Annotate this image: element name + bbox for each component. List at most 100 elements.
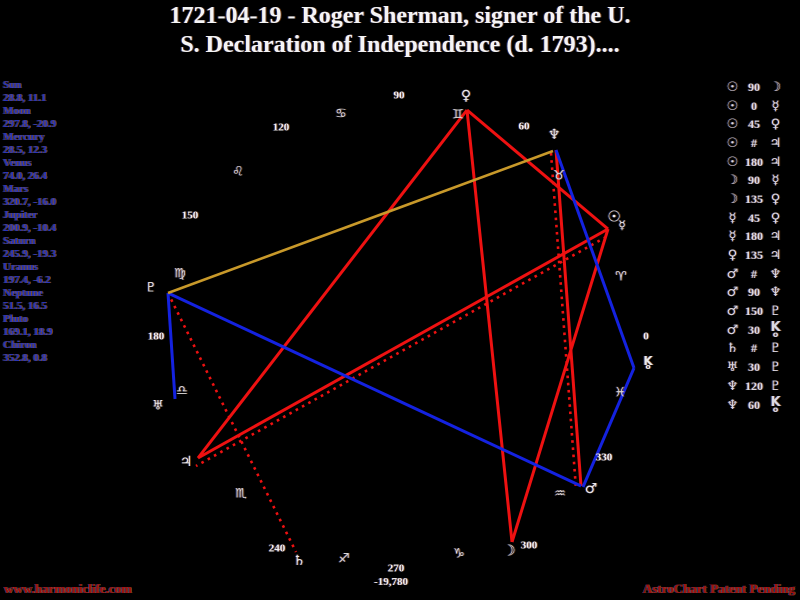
degree-label-0: 0: [643, 330, 649, 343]
sign-glyph-aquarius-icon: ♒: [554, 486, 566, 502]
aspect-value: 45: [748, 210, 760, 225]
aspect-row: ♂ 150 ♇: [725, 302, 799, 321]
planet-name-moon: Moon: [3, 105, 31, 117]
chart-title-line1: 1721-04-19 - Roger Sherman, signer of th…: [169, 3, 631, 29]
sign-glyph-scorpio-icon: ♏: [235, 486, 247, 502]
sign-glyph-taurus-icon: ♉: [553, 168, 565, 184]
planet-name-neptune: Neptune: [3, 287, 43, 299]
aspect-value: #: [751, 135, 757, 150]
aspect-row: ☿ 180 ♃: [725, 228, 799, 247]
degree-label-180: 180: [147, 330, 165, 343]
planet-name-chiron: Chiron: [3, 339, 37, 351]
sign-glyph-aries-icon: ♈: [615, 269, 627, 285]
aspect-value: #: [751, 266, 757, 281]
aspect-planet2-neptune-icon: ♆: [769, 285, 782, 301]
degree-label-270: 270: [387, 562, 405, 575]
planet-value-mars: 320.7, -16.0: [3, 196, 57, 208]
aspect-line-gold: [167, 149, 554, 295]
aspect-value: 180: [745, 229, 763, 244]
aspect-row: ☉ # ♃: [725, 134, 799, 153]
planet-name-pluto: Pluto: [3, 313, 29, 325]
planet-value-pluto: 169.1, 18.9: [3, 326, 53, 338]
aspect-row: ☿ 45 ♀: [725, 209, 799, 228]
aspect-line-red: [196, 109, 469, 459]
planet-value-chiron: 352.8, 0.8: [3, 352, 47, 364]
chiron-k: K: [770, 394, 781, 410]
aspect-planet2-mercury-icon: ☿: [771, 173, 780, 189]
aspect-planet1-sun-icon: ☉: [726, 117, 739, 133]
aspect-line-red-dotted: [166, 292, 298, 553]
planet-value-venus: 74.0, 26.4: [3, 170, 47, 182]
planet-value-neptune: 51.5, 16.5: [3, 300, 47, 312]
aspect-planet2-pluto-icon: ♇: [769, 378, 782, 394]
planet-value-sun: 28.8, 11.1: [3, 92, 47, 104]
aspect-row: ☉ 180 ♃: [725, 153, 799, 172]
chiron-o: o: [772, 404, 779, 414]
aspect-row: ☉ 45 ♀: [725, 115, 799, 134]
planet-glyph-moon-icon: ☽: [502, 541, 516, 560]
aspect-planet2-venus-icon: ♀: [770, 191, 781, 207]
chiron-k: K: [770, 319, 781, 335]
patent-notice: AstroChart Patent Pending: [642, 581, 795, 596]
chart-title-line2: S. Declaration of Independence (d. 1793)…: [180, 32, 620, 58]
aspect-planet2-mercury-icon: ☿: [771, 98, 780, 114]
degree-label-60: 60: [518, 120, 530, 133]
aspect-value: 135: [745, 191, 763, 206]
aspect-row: ♅ 30 ♇: [725, 358, 799, 377]
sign-glyph-cancer-icon: ♋: [335, 106, 347, 122]
planet-name-jupiter: Jupiter: [3, 209, 38, 221]
planet-glyph-uranus-icon: ♅: [152, 398, 164, 414]
website-url: www.harmoniclife.com: [4, 581, 132, 596]
aspect-row: ☉ 90 ☽: [725, 78, 799, 97]
planet-value-mercury: 28.5, 12.3: [3, 144, 47, 156]
aspect-value: 180: [745, 154, 763, 169]
aspect-list: ☉ 90 ☽ ☉ 0 ☿ ☉ 45 ♀ ☉ # ♃ ☉ 180 ♃ ☽ 90 ☿ ☽ 135 ♀ ☿ 45 ♀ ☿ 180 ♃ ♀ 13…: [725, 78, 799, 414]
aspect-value: 30: [748, 322, 760, 337]
aspect-line-red: [510, 228, 610, 543]
degree-label-150: 150: [181, 209, 199, 222]
aspect-value: 45: [748, 117, 760, 132]
aspect-planet1-mercury-icon: ☿: [728, 210, 737, 226]
planet-value-uranus: 197.4, -6.2: [3, 274, 51, 286]
aspect-planet1-moon-icon: ☽: [726, 191, 739, 207]
degree-label-300: 300: [520, 539, 538, 552]
aspect-planet2-pluto-icon: ♇: [769, 341, 782, 357]
planet-glyph-pluto-icon: ♇: [145, 280, 157, 296]
aspect-row: ♂ # ♆: [725, 265, 799, 284]
planet-name-mercury: Mercury: [3, 131, 45, 143]
degree-label-240: 240: [268, 542, 286, 555]
aspect-row: ☽ 135 ♀: [725, 190, 799, 209]
aspect-planet1-uranus-icon: ♅: [726, 360, 739, 376]
sign-glyph-virgo-icon: ♍: [174, 266, 186, 282]
planet-position-list: Sun 28.8, 11.1 Moon 297.8, -20.9 Mercury 28.5…: [3, 79, 56, 365]
aspect-line-blue: [167, 291, 582, 488]
aspect-line-blue: [581, 367, 636, 488]
planet-glyph-saturn-icon: ♄: [292, 553, 306, 569]
aspect-planet2-pluto-icon: ♇: [769, 360, 782, 376]
planet-name-venus: Venus: [3, 157, 32, 169]
aspect-line-red-dotted: [549, 152, 578, 490]
sign-glyph-gemini-icon: ♊: [452, 107, 464, 123]
planet-glyph-jupiter-icon: ♃: [179, 454, 193, 470]
aspect-planet2-moon-icon: ☽: [769, 79, 782, 95]
chiron-o: o: [645, 362, 651, 372]
planet-value-moon: 297.8, -20.9: [3, 118, 57, 130]
aspect-value: 90: [748, 79, 760, 94]
aspect-value: 150: [745, 304, 763, 319]
sign-glyph-leo-icon: ♌: [232, 164, 244, 180]
aspect-planet2-jupiter-icon: ♃: [769, 135, 782, 151]
planet-value-saturn: 245.9, -19.3: [3, 248, 57, 260]
aspect-planet1-mars-icon: ♂: [726, 322, 739, 338]
planet-glyph-sun-icon: ☉: [607, 207, 621, 226]
aspect-planet1-sun-icon: ☉: [726, 154, 739, 170]
planet-glyph-mars-icon: ♂: [584, 481, 598, 497]
aspect-line-red: [554, 149, 583, 487]
aspect-line-blue: [554, 149, 636, 369]
aspect-line-red-dotted: [195, 235, 607, 468]
